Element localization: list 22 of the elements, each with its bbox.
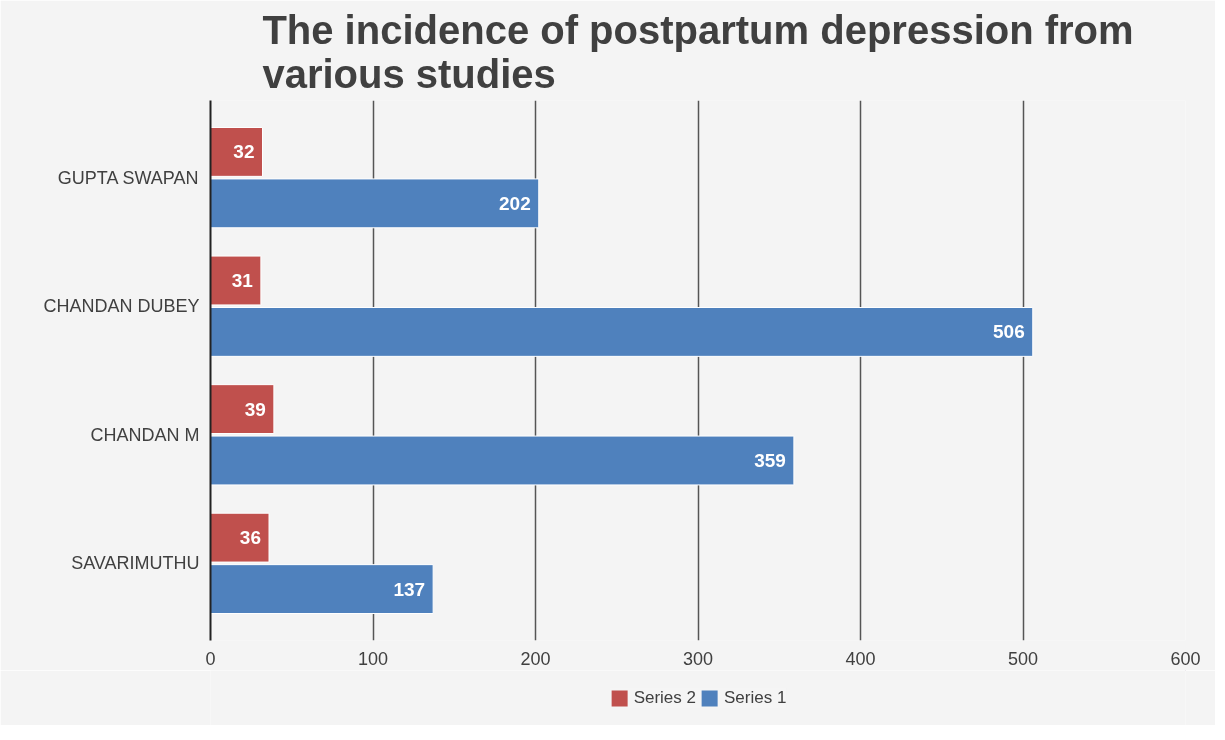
data-label: 137 bbox=[393, 578, 426, 600]
x-tick-label: 500 bbox=[1007, 648, 1039, 669]
x-tick-label: 0 bbox=[205, 648, 216, 669]
data-label: 359 bbox=[754, 450, 786, 471]
y-tick-label: SAVARIMUTHU bbox=[71, 553, 200, 574]
y-tick-label: GUPTA SWAPAN bbox=[57, 167, 199, 188]
x-tick-label: 400 bbox=[845, 648, 876, 669]
data-label: 32 bbox=[233, 141, 255, 163]
x-tick-label: 300 bbox=[682, 648, 714, 669]
data-label: 36 bbox=[239, 527, 262, 549]
y-tick-label: CHANDAN DUBEY bbox=[43, 296, 200, 317]
x-tick-label: 100 bbox=[357, 648, 389, 669]
x-tick-label: 600 bbox=[1170, 648, 1201, 669]
chart-title: The incidence of postpartum depression from various studies bbox=[262, 7, 1134, 96]
legend-label: Series 2 bbox=[633, 687, 696, 708]
legend-label: Series 1 bbox=[724, 687, 787, 708]
x-tick-label: 200 bbox=[520, 648, 551, 669]
data-label: 202 bbox=[499, 192, 531, 214]
y-tick-label: CHANDAN M bbox=[90, 424, 200, 445]
data-label: 31 bbox=[231, 270, 254, 291]
data-label: 39 bbox=[244, 398, 266, 420]
data-label: 506 bbox=[993, 321, 1025, 343]
